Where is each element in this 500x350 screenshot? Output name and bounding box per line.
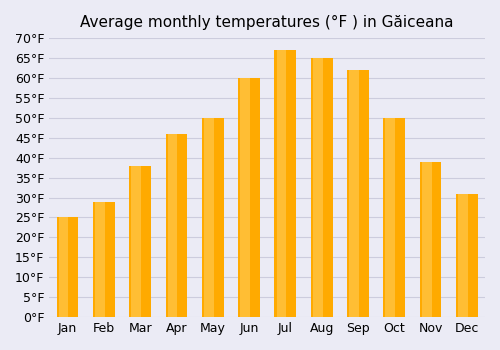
- Bar: [310, 58, 332, 317]
- Bar: [313, 58, 322, 317]
- Bar: [204, 118, 214, 317]
- Bar: [420, 162, 442, 317]
- Bar: [238, 78, 260, 317]
- Bar: [458, 194, 468, 317]
- Bar: [129, 166, 151, 317]
- Bar: [95, 202, 105, 317]
- Bar: [240, 78, 250, 317]
- Bar: [166, 134, 188, 317]
- Bar: [386, 118, 395, 317]
- Bar: [202, 118, 224, 317]
- Bar: [132, 166, 141, 317]
- Title: Average monthly temperatures (°F ) in Găiceana: Average monthly temperatures (°F ) in Gă…: [80, 15, 454, 30]
- Bar: [58, 217, 68, 317]
- Bar: [456, 194, 477, 317]
- Bar: [276, 50, 286, 317]
- Bar: [274, 50, 296, 317]
- Bar: [168, 134, 177, 317]
- Bar: [384, 118, 405, 317]
- Bar: [422, 162, 432, 317]
- Bar: [93, 202, 114, 317]
- Bar: [347, 70, 369, 317]
- Bar: [56, 217, 78, 317]
- Bar: [349, 70, 359, 317]
